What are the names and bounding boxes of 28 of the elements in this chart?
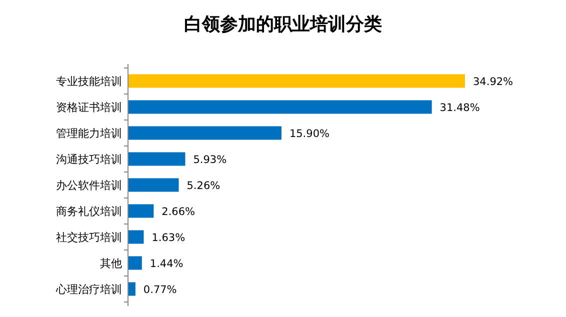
y-tick-label: 专业技能培训 [56,75,122,88]
data-label: 34.92% [473,76,514,88]
y-tick-label: 心理治疗培训 [55,283,122,296]
y-tick-label: 其他 [100,257,122,270]
bar [128,230,144,244]
bar [128,204,154,218]
data-label: 0.77% [143,284,177,296]
data-label: 5.26% [186,180,220,192]
y-tick-label: 商务礼仪培训 [56,205,122,218]
bar [128,100,432,114]
data-label: 31.48% [440,102,480,114]
data-label: 1.63% [152,232,186,244]
data-label: 1.44% [150,258,184,270]
data-label: 2.66% [162,206,196,218]
bar [128,256,142,270]
y-tick-label: 管理能力培训 [56,127,122,140]
y-tick-label: 资格证书培训 [56,101,122,114]
y-tick-label: 沟通技巧培训 [56,153,122,166]
y-tick-label: 社交技巧培训 [56,231,122,244]
data-label: 15.90% [289,128,330,140]
bar [128,282,136,296]
bar [128,126,282,140]
bar [128,178,179,192]
bar [128,152,186,166]
chart-title: 白领参加的职业培训分类 [184,14,382,35]
data-label: 5.93% [193,154,227,166]
bar [128,74,465,88]
y-tick-label: 办公软件培训 [56,179,122,192]
